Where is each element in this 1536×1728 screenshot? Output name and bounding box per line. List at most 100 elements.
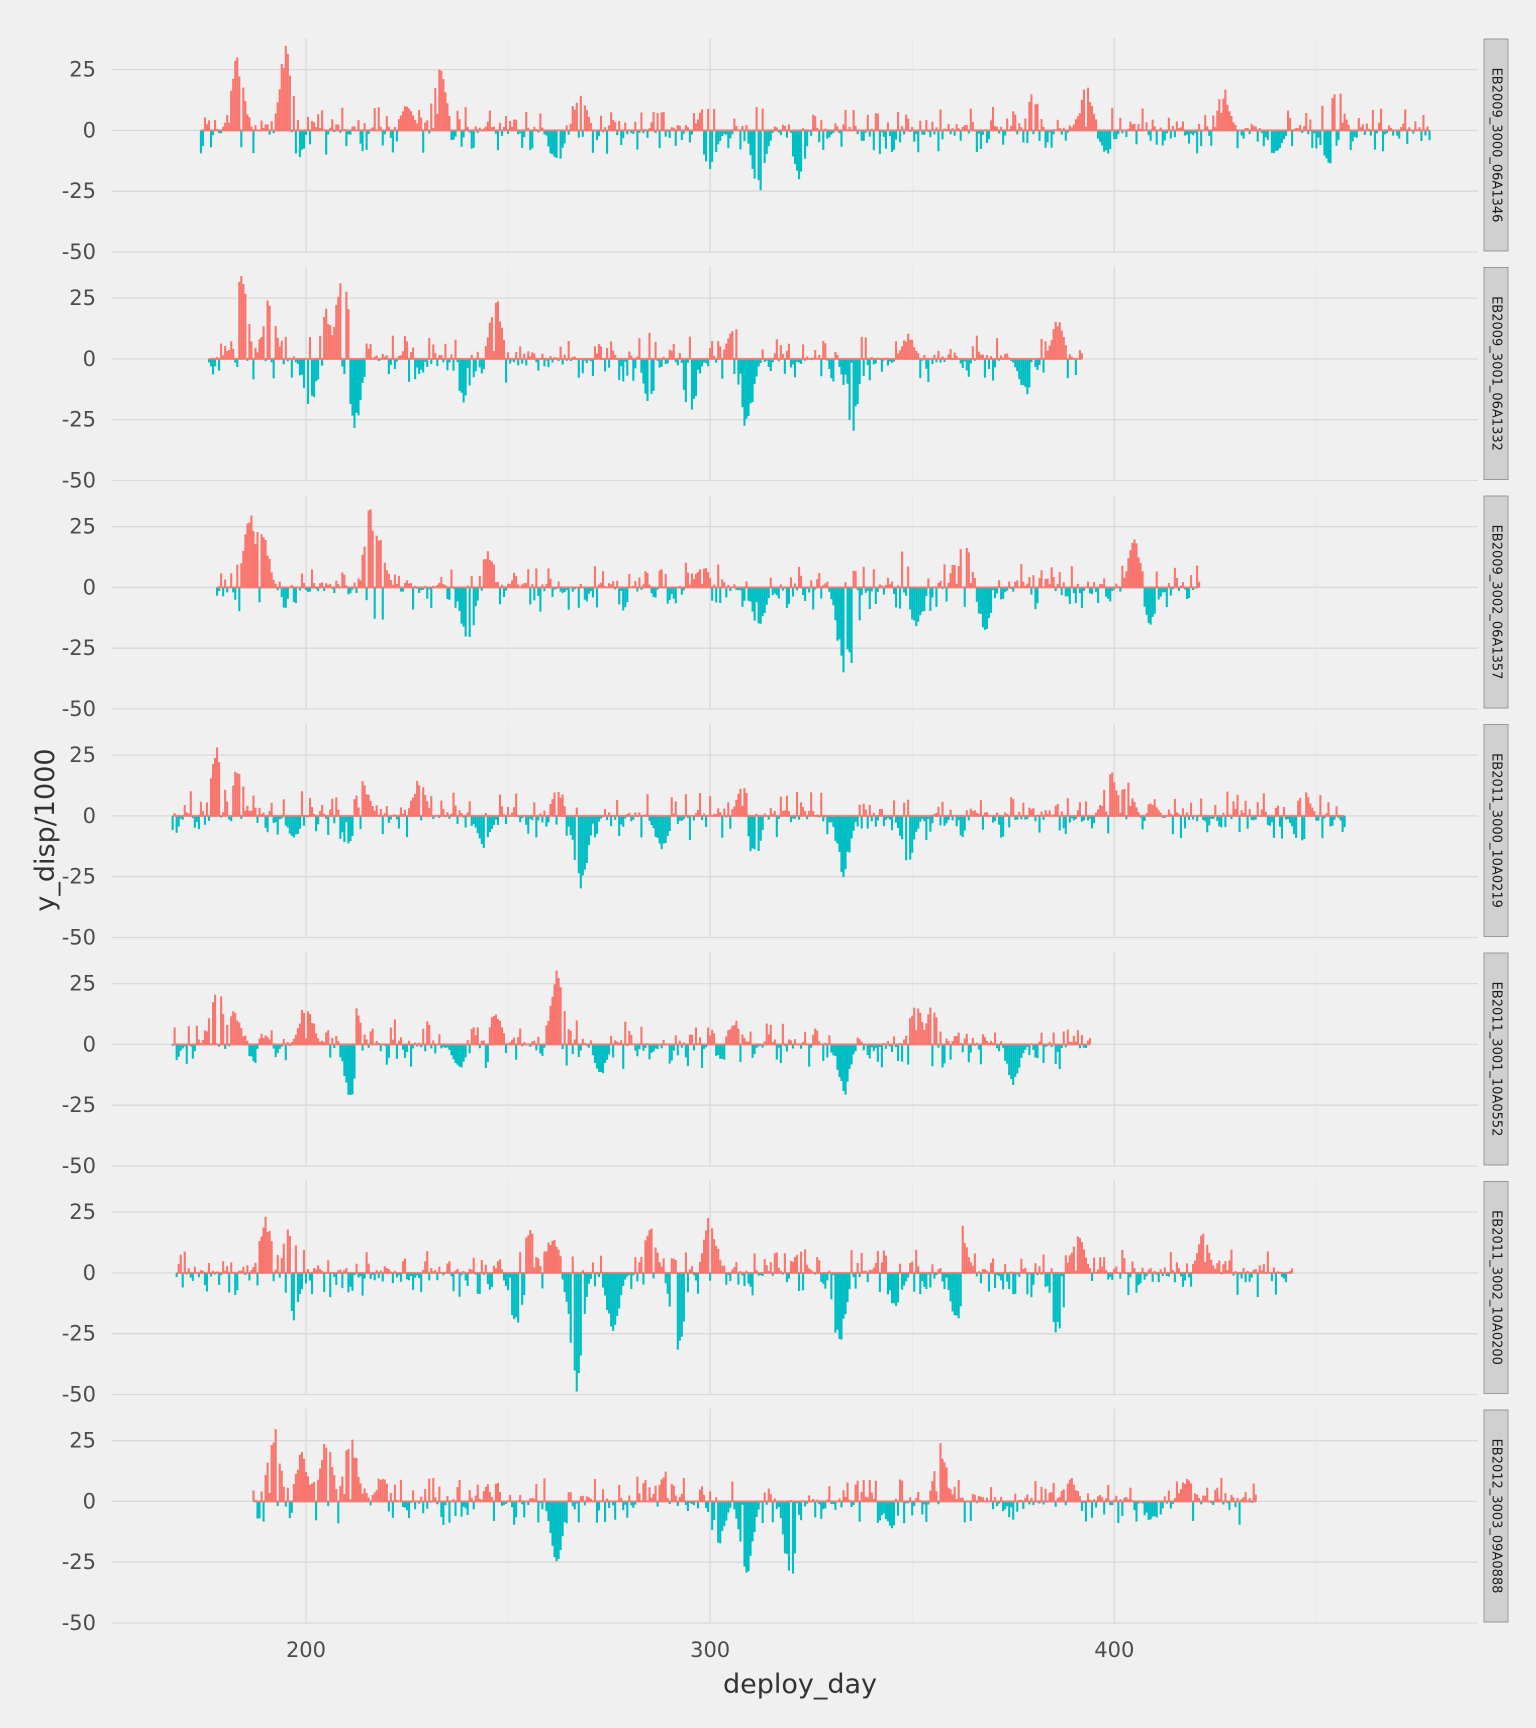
bar [284,587,287,608]
bar [735,1262,738,1273]
bar [367,130,370,134]
bar [181,815,184,820]
bar [1202,1495,1205,1502]
bar [276,102,279,131]
bar [214,358,217,367]
bar [783,1253,786,1273]
bar [1141,815,1144,830]
bar [923,1501,926,1505]
bar [355,358,358,413]
y-tick-label: -25 [62,636,96,660]
bar [187,1268,190,1273]
bar [658,1484,661,1502]
bar [977,813,980,816]
bar [604,127,607,131]
bar [1020,1044,1023,1058]
facet-bars-4 [171,747,1346,889]
bar [1074,1490,1077,1502]
bar [1242,813,1245,816]
bar [209,130,213,148]
bar [333,1272,336,1278]
facet-bars-7 [252,1429,1257,1574]
y-tick-label: -50 [62,1611,96,1635]
bar [941,130,944,140]
bar [254,347,257,359]
bar [511,1272,514,1316]
bar [1242,130,1245,139]
bar [209,358,213,367]
bar [709,348,712,359]
bar [395,358,398,362]
bar [884,585,887,588]
bar [1274,808,1277,816]
bar [1222,98,1225,131]
bar [286,587,289,599]
bar [634,1257,637,1273]
bar [890,1272,894,1304]
bar [264,1474,267,1502]
bar [331,119,334,131]
bar [371,1495,374,1502]
bar [494,1268,497,1273]
bar [892,130,896,150]
bar [753,130,756,179]
bar [616,1272,619,1317]
bar [472,1501,475,1510]
bar [838,1044,841,1078]
bar [280,63,283,131]
bar [650,587,653,594]
bar [955,1036,958,1045]
bar [262,1227,265,1273]
bar [785,795,788,816]
bar [345,1267,348,1273]
bar [444,1501,447,1506]
bar [195,815,198,823]
bar [1137,1272,1140,1286]
bar [496,1261,500,1273]
bar [482,1491,485,1502]
bar [775,1044,778,1060]
bar [648,1044,651,1060]
bar [456,358,459,363]
bar [638,1493,641,1502]
bar [1329,815,1332,827]
bar [401,1501,405,1507]
bar [606,130,609,154]
bar [1325,813,1328,816]
bar [553,792,556,816]
bar [535,1044,538,1051]
bar [430,358,433,364]
bar [205,1272,209,1292]
bar [466,1501,469,1515]
bar [1014,358,1017,368]
bar [591,1044,594,1056]
bar [513,358,516,363]
bar [571,1044,574,1055]
bar [1214,126,1217,131]
bar [1113,587,1116,590]
bar [1252,815,1255,821]
bar [1109,1501,1112,1506]
bar [1266,1251,1269,1273]
bar [779,1044,782,1064]
bar [919,587,922,616]
bar [622,587,625,611]
bar [250,1270,253,1273]
bar [410,1044,413,1067]
bar [1331,815,1334,826]
bar [876,113,879,131]
bar [709,796,712,816]
bar [1329,130,1332,164]
bar [220,343,223,359]
bar [981,1269,984,1273]
bar [694,1272,698,1281]
bar [1004,1044,1007,1061]
bar [981,1034,984,1045]
bar [551,130,554,155]
bar [504,115,508,131]
bar [862,130,865,141]
bar [286,1487,289,1502]
bar [987,587,991,619]
bar [591,587,594,598]
bar [567,1029,570,1045]
